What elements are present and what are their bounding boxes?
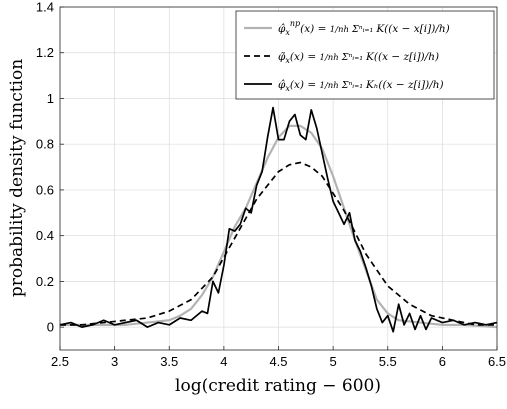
series-line-kde-corrected-z (59, 106, 498, 333)
x-tick-label: 2.5 (51, 354, 69, 369)
x-tick-label: 6 (439, 354, 446, 369)
ticks (59, 6, 498, 350)
y-tick-label: 0.4 (36, 228, 54, 243)
x-tick-label: 3.5 (160, 354, 178, 369)
x-tick-label: 4.5 (269, 354, 287, 369)
y-tick-label: 0.2 (36, 274, 54, 289)
series-layer (59, 106, 498, 333)
legend: φ̂xnp(x) = 1/nh Σⁿᵢ₌₁ K((x − x[i])/h) φ̃x… (235, 10, 495, 100)
legend-entry-kde-naive-z: φ̃x(x) = 1/nh Σⁿᵢ₌₁ K((x − z[i])/h) (278, 51, 439, 65)
y-tick-label: 1.2 (36, 45, 54, 60)
x-tick-label: 5.5 (379, 354, 397, 369)
y-tick-label: 0 (47, 320, 54, 335)
x-tick-label: 4 (220, 354, 227, 369)
x-tick-label: 3 (111, 354, 118, 369)
y-tick-label: 0.8 (36, 137, 54, 152)
legend-entry-kde-true-z: φ̂xnp(x) = 1/nh Σⁿᵢ₌₁ K((x − x[i])/h) (278, 19, 450, 37)
y-tick-label: 1.4 (36, 0, 54, 15)
series-line-kde-naive-z (60, 161, 497, 326)
y-axis-label: probability density function (7, 59, 27, 297)
x-tick-label: 6.5 (488, 354, 506, 369)
legend-entry-kde-corrected-z: φ̂x(x) = 1/nh Σⁿᵢ₌₁ Kₕ((x − z[i])/h) (278, 79, 444, 93)
legend-box (235, 10, 495, 100)
x-tick-label: 5 (330, 354, 337, 369)
y-tick-label: 1 (47, 91, 54, 106)
tick-labels: 2.5 3 3.5 4 4.5 5 5.5 6 6.5 0 0.2 0.4 0.6 0.8 1 1.2 1.4 (36, 0, 506, 369)
y-tick-label: 0.6 (36, 182, 54, 197)
x-axis-label: log(credit rating − 600) (175, 376, 381, 396)
